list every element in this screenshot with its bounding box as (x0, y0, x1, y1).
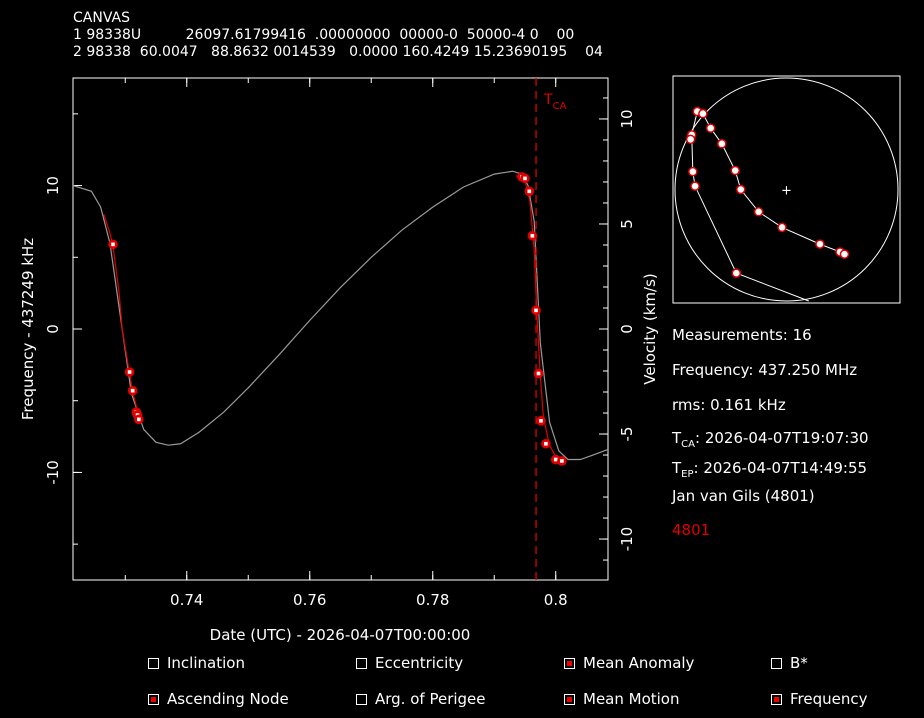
inset-point (753, 207, 764, 217)
checkbox-box[interactable] (356, 693, 367, 705)
inset-frame (672, 75, 901, 304)
y2-axis-label: Velocity (km/s) (641, 273, 659, 384)
y2-tick-label: -5 (618, 427, 636, 442)
data-point-core (127, 370, 132, 374)
inset-horizon-circle (674, 77, 899, 302)
data-point-core (539, 418, 543, 423)
rms-readout: rms: 0.161 kHz (672, 396, 786, 414)
checkbox-box[interactable] (356, 657, 367, 669)
data-point-core (544, 441, 548, 446)
data-point-core (523, 176, 527, 181)
model-curve (72, 170, 609, 461)
y-tick-label: -10 (44, 460, 62, 485)
data-point-core (527, 189, 532, 194)
checkbox-arg-of-perigee[interactable]: Arg. of Perigee (356, 690, 486, 708)
inset-point (685, 134, 696, 145)
checkbox-inclination[interactable]: Inclination (148, 654, 245, 672)
y2-tick-label: -10 (618, 527, 636, 552)
data-point-core (111, 242, 115, 247)
inset-track-secondary (691, 134, 809, 302)
inset-track-main (690, 110, 845, 255)
checkbox-ascending-node[interactable]: Ascending Node (148, 690, 289, 708)
inset-point (777, 222, 787, 233)
y-axis-label: Frequency - 437249 kHz (19, 238, 37, 420)
y-tick-label: 10 (44, 176, 62, 195)
x-tick-label: 0.8 (544, 591, 568, 609)
inset-point (839, 249, 850, 259)
inset-point (815, 239, 825, 249)
data-point-core (136, 417, 141, 422)
data-point-core (530, 233, 535, 238)
frequency-readout: Frequency: 437.250 MHz (672, 361, 858, 379)
checkbox-box[interactable] (148, 657, 159, 669)
inset-point (688, 166, 698, 177)
data-point-core (534, 308, 538, 313)
site-id: 4801 (672, 521, 711, 539)
checkbox-mean-anomaly[interactable]: Mean Anomaly (564, 654, 694, 672)
plot-frame (72, 77, 609, 581)
data-point-core (553, 457, 558, 462)
data-point-core (130, 388, 135, 393)
checkbox-bstar[interactable]: B* (771, 654, 808, 672)
checkbox-mean-motion[interactable]: Mean Motion (564, 690, 680, 708)
tle-line-1: 1 98338U 26097.61799416 .00000000 00000-… (73, 27, 575, 43)
checkbox-box[interactable] (148, 693, 159, 705)
y2-tick-label: 5 (618, 219, 636, 229)
x-axis-label: Date (UTC) - 2026-04-07T00:00:00 (210, 626, 471, 644)
x-tick-label: 0.76 (293, 591, 326, 609)
inset-point (698, 108, 708, 119)
inset-point (731, 268, 742, 278)
inset-point (730, 165, 740, 176)
checkbox-box[interactable] (771, 693, 782, 705)
inset-center-mark: + (781, 184, 792, 199)
checkbox-eccentricity[interactable]: Eccentricity (356, 654, 463, 672)
tca-label: TCA (543, 92, 567, 112)
x-tick-label: 0.78 (416, 591, 449, 609)
header-name: CANVAS (73, 10, 130, 26)
tep-readout: TEP: 2026-04-07T14:49:55 (672, 459, 868, 480)
inset-point (736, 184, 746, 195)
y-tick-label: 0 (44, 324, 62, 334)
inset-point (717, 139, 727, 149)
checkbox-box[interactable] (771, 657, 782, 669)
y2-tick-label: 0 (618, 324, 636, 334)
checkbox-frequency[interactable]: Frequency (771, 690, 868, 708)
inset-point (705, 123, 716, 133)
y2-tick-label: 10 (618, 109, 636, 128)
fit-curve-pass-1 (103, 214, 142, 420)
measurements-count: Measurements: 16 (672, 326, 812, 344)
observer-name: Jan van Gils (4801) (672, 487, 815, 505)
tca-readout: TCA: 2026-04-07T19:07:30 (672, 429, 869, 450)
tle-line-2: 2 98338 60.0047 88.8632 0014539 0.0000 1… (73, 44, 603, 60)
inset-point (690, 181, 700, 191)
checkbox-box[interactable] (564, 693, 575, 705)
data-point-core (536, 371, 541, 376)
data-point-core (560, 459, 564, 463)
x-tick-label: 0.74 (170, 591, 203, 609)
checkbox-box[interactable] (564, 657, 575, 669)
